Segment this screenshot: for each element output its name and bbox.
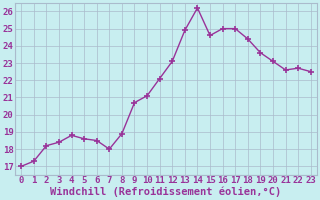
X-axis label: Windchill (Refroidissement éolien,°C): Windchill (Refroidissement éolien,°C) — [50, 187, 282, 197]
